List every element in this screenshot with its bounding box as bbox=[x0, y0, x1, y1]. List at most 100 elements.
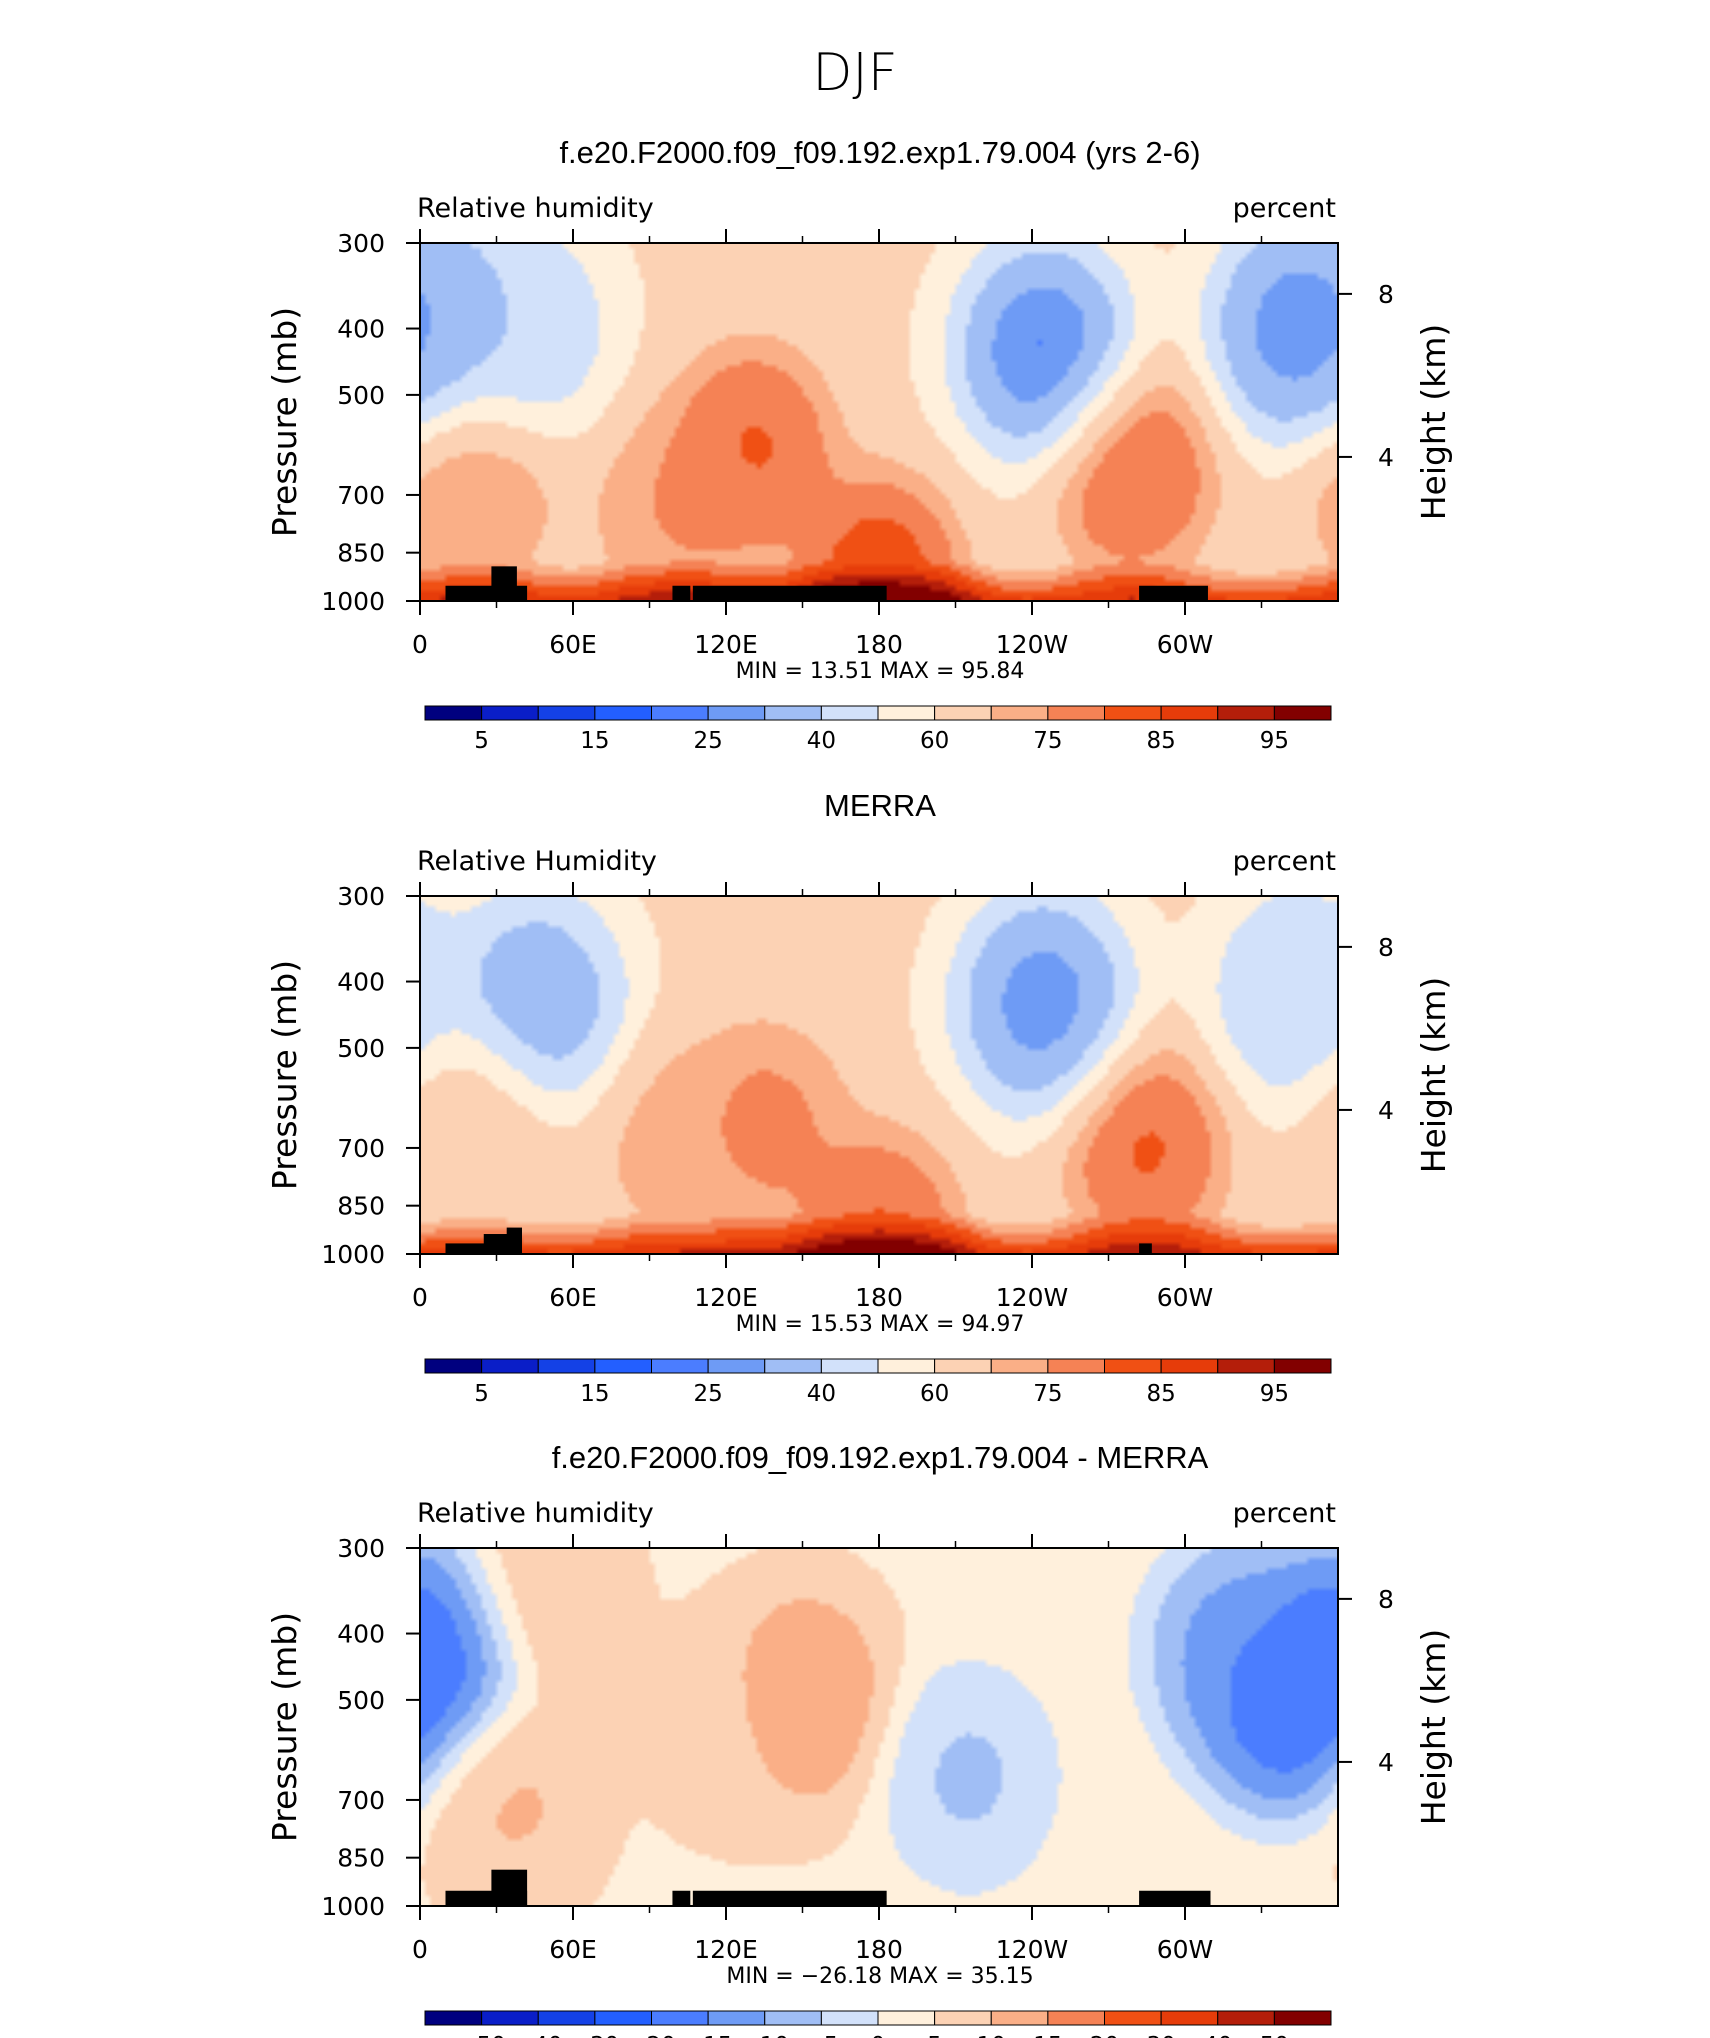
colorbar-box bbox=[820, 2010, 879, 2026]
colorbar-label: 5 bbox=[474, 728, 489, 754]
units-label: percent bbox=[1233, 193, 1336, 224]
colorbar-box bbox=[764, 1358, 822, 1374]
colorbar-box bbox=[1160, 1358, 1219, 1374]
colorbar-box bbox=[481, 2010, 539, 2026]
colorbar-box bbox=[424, 1358, 483, 1374]
x-tick-label: 0 bbox=[412, 1283, 428, 1312]
topography-block bbox=[692, 1890, 887, 1906]
x-tick-label: 60W bbox=[1157, 630, 1214, 659]
y-tick-label: 1000 bbox=[321, 587, 385, 616]
y2-tick-label: 4 bbox=[1378, 443, 1394, 472]
figure-title: DJF bbox=[812, 43, 897, 103]
colorbar-box bbox=[594, 705, 652, 721]
colorbar-box bbox=[424, 705, 483, 721]
colorbar-box bbox=[651, 705, 709, 721]
x-tick-label: 180 bbox=[855, 1283, 903, 1312]
contour-field bbox=[420, 1548, 1338, 1906]
topography-block bbox=[506, 1227, 522, 1254]
y2-tick-label: 8 bbox=[1378, 933, 1394, 962]
variable-label: Relative humidity bbox=[417, 1498, 654, 1529]
y-axis-label: Pressure (mb) bbox=[265, 307, 304, 537]
y2-axis-label: Height (km) bbox=[1414, 1629, 1453, 1826]
topography-block bbox=[672, 1890, 691, 1906]
colorbar-label: 40 bbox=[807, 728, 836, 754]
colorbar-box bbox=[990, 2010, 1049, 2026]
x-tick-label: 120W bbox=[996, 1283, 1068, 1312]
colorbar-box bbox=[1273, 705, 1332, 721]
colorbar-label: 15 bbox=[580, 1381, 609, 1407]
colorbar-label: 15 bbox=[1033, 2033, 1062, 2038]
colorbar-box bbox=[1217, 1358, 1275, 1374]
colorbar-label: 15 bbox=[580, 728, 609, 754]
colorbar-box bbox=[1104, 1358, 1162, 1374]
colorbar-box bbox=[707, 1358, 766, 1374]
x-tick-label: 120E bbox=[694, 630, 758, 659]
topography-block bbox=[1139, 1890, 1211, 1906]
colorbar-box bbox=[934, 705, 992, 721]
topography-block bbox=[1139, 585, 1208, 601]
x-tick-label: 60E bbox=[549, 1283, 597, 1312]
y2-tick-label: 8 bbox=[1378, 280, 1394, 309]
x-tick-label: 120E bbox=[694, 1935, 758, 1964]
x-tick-label: 0 bbox=[412, 1935, 428, 1964]
variable-label: Relative humidity bbox=[417, 193, 654, 224]
y-tick-label: 850 bbox=[337, 539, 385, 568]
colorbar-box bbox=[820, 705, 879, 721]
x-tick-label: 180 bbox=[855, 1935, 903, 1964]
topography-block bbox=[491, 1869, 528, 1906]
colorbar-label: 95 bbox=[1260, 728, 1289, 754]
panel-2: MERRA Relative Humidity percent 0 60E 120E 180… bbox=[265, 788, 1453, 1407]
colorbar-box bbox=[1104, 2010, 1162, 2026]
colorbar-box bbox=[537, 2010, 596, 2026]
colorbar-label: 50 bbox=[1260, 2033, 1289, 2038]
panel-title: f.e20.F2000.f09_f09.192.exp1.79.004 (yrs… bbox=[559, 135, 1200, 170]
colorbar-box bbox=[1047, 705, 1105, 721]
colorbar-label: 25 bbox=[693, 1381, 722, 1407]
colorbar-label: 25 bbox=[693, 728, 722, 754]
colorbar-box bbox=[707, 2010, 766, 2026]
x-tick-label: 120W bbox=[996, 1935, 1068, 1964]
topography-block bbox=[672, 585, 691, 601]
colorbar-label: 40 bbox=[807, 1381, 836, 1407]
colorbar-box bbox=[764, 705, 822, 721]
colorbar-label: 20 bbox=[1090, 2033, 1119, 2038]
topography-block bbox=[1139, 1243, 1152, 1254]
variable-label: Relative Humidity bbox=[417, 846, 657, 877]
x-tick-label: 120W bbox=[996, 630, 1068, 659]
y-tick-label: 400 bbox=[337, 968, 385, 997]
colorbar-box bbox=[877, 705, 936, 721]
y-tick-label: 300 bbox=[337, 882, 385, 911]
colorbar-box bbox=[1273, 2010, 1332, 2026]
min-max-stats: MIN = 13.51 MAX = 95.84 bbox=[736, 659, 1025, 684]
y-tick-label: 700 bbox=[337, 1134, 385, 1163]
y2-axis-label: Height (km) bbox=[1414, 324, 1453, 521]
y-axis-label: Pressure (mb) bbox=[265, 1612, 304, 1842]
colorbar-label: 10 bbox=[977, 2033, 1006, 2038]
colorbar-label: 85 bbox=[1146, 1381, 1175, 1407]
x-tick-label: 60E bbox=[549, 1935, 597, 1964]
colorbar-box bbox=[651, 1358, 709, 1374]
y-tick-label: 850 bbox=[337, 1844, 385, 1873]
y-tick-label: 1000 bbox=[321, 1240, 385, 1269]
colorbar-label: 75 bbox=[1033, 1381, 1062, 1407]
colorbar-box bbox=[594, 1358, 652, 1374]
colorbar-box bbox=[1104, 705, 1162, 721]
colorbar-box bbox=[934, 1358, 992, 1374]
colorbar-box bbox=[1273, 1358, 1332, 1374]
colorbar-label: 40 bbox=[1203, 2033, 1232, 2038]
colorbar-label: −10 bbox=[740, 2033, 789, 2038]
contour-field bbox=[420, 896, 1338, 1254]
min-max-stats: MIN = −26.18 MAX = 35.15 bbox=[726, 1964, 1033, 1989]
y-tick-label: 500 bbox=[337, 1034, 385, 1063]
colorbar-box bbox=[481, 1358, 539, 1374]
y-tick-label: 400 bbox=[337, 1620, 385, 1649]
colorbar-label: 30 bbox=[1146, 2033, 1175, 2038]
y-tick-label: 300 bbox=[337, 229, 385, 258]
colorbar-box bbox=[1047, 2010, 1105, 2026]
panel-title: MERRA bbox=[824, 788, 936, 823]
colorbar-label: 0 bbox=[871, 2033, 886, 2038]
colorbar-box bbox=[1047, 1358, 1105, 1374]
y-tick-label: 700 bbox=[337, 481, 385, 510]
y2-tick-label: 4 bbox=[1378, 1096, 1394, 1125]
